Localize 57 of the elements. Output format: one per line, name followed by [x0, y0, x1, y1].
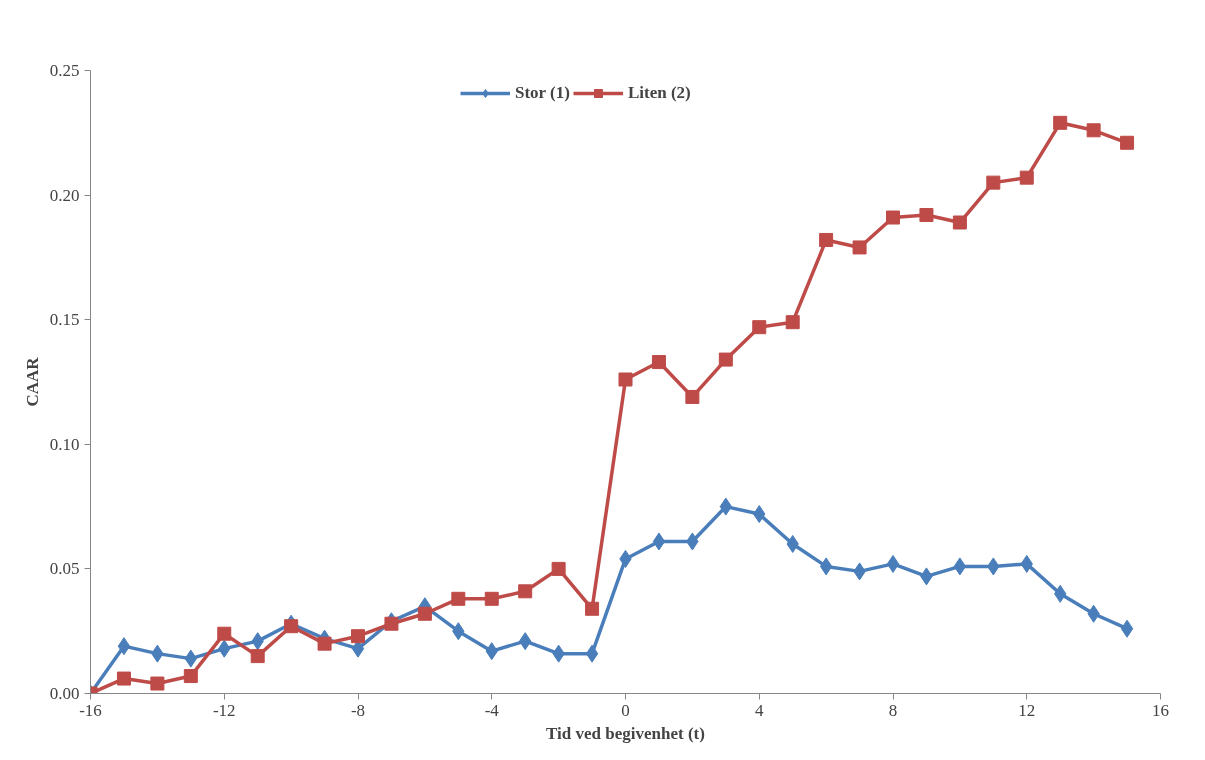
- point: [685, 389, 700, 404]
- point: [1120, 135, 1135, 150]
- point: [484, 591, 499, 606]
- point: [117, 637, 131, 656]
- point: [953, 557, 967, 576]
- point: [585, 601, 600, 616]
- point: [1086, 123, 1101, 138]
- point: [852, 240, 867, 255]
- point: [116, 671, 131, 686]
- y-tick-label: 0.25: [49, 61, 80, 80]
- x-tick-label: -12: [212, 700, 236, 720]
- point: [1053, 115, 1068, 130]
- y-tick-label: 0.10: [49, 434, 80, 454]
- point: [384, 616, 399, 631]
- point: [518, 584, 533, 599]
- y-tick-label: 0.05: [49, 559, 80, 579]
- point: [986, 175, 1001, 190]
- x-tick-label: 0: [621, 700, 630, 720]
- x-axis-title: Tid ved begivenhet (t): [546, 723, 705, 743]
- point: [551, 561, 566, 576]
- point: [585, 644, 599, 663]
- point: [652, 532, 666, 551]
- point: [886, 554, 900, 573]
- x-tick-label: 4: [755, 700, 764, 720]
- point: [451, 591, 466, 606]
- y-tick-label: 0.00: [49, 684, 80, 703]
- legend-label: Stor (1): [515, 83, 570, 103]
- point: [217, 626, 232, 641]
- point: [952, 215, 967, 230]
- point: [417, 606, 432, 621]
- y-tick-label: 0.20: [49, 185, 80, 205]
- point: [183, 669, 198, 684]
- point: [284, 619, 299, 634]
- point: [250, 649, 265, 664]
- y-axis-title: CAAR: [22, 356, 42, 407]
- point: [886, 210, 900, 225]
- point: [150, 676, 165, 691]
- point: [351, 629, 365, 644]
- point: [618, 372, 633, 387]
- x-tick-label: -4: [484, 700, 500, 720]
- point: [785, 315, 800, 330]
- point: [819, 557, 833, 576]
- y-tick-label: 0.15: [49, 310, 80, 330]
- point: [752, 320, 767, 335]
- legend-label: Liten (2): [627, 83, 691, 103]
- point: [1120, 619, 1134, 638]
- x-tick-label: 8: [888, 700, 898, 720]
- point: [651, 355, 666, 370]
- x-tick-label: -8: [350, 700, 366, 720]
- point: [1019, 170, 1034, 185]
- point: [317, 636, 332, 651]
- x-tick-label: 12: [1018, 700, 1036, 720]
- x-tick-label: -16: [79, 700, 102, 720]
- point: [718, 352, 733, 367]
- x-tick-label: 16: [1152, 700, 1169, 720]
- point: [919, 208, 934, 223]
- point: [819, 232, 834, 247]
